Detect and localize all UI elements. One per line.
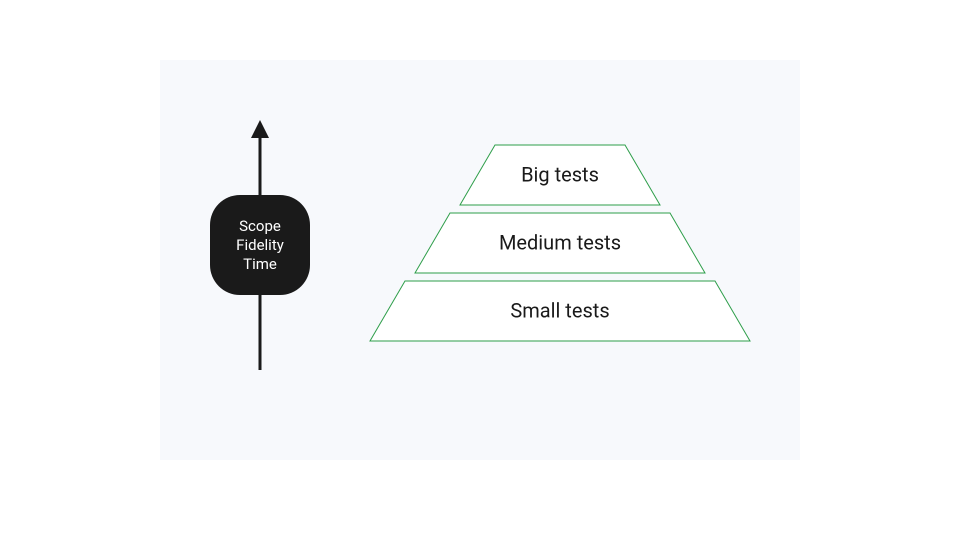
- scope-badge: Scope Fidelity Time: [210, 195, 310, 295]
- tier-label: Small tests: [510, 298, 609, 322]
- pyramid-tier-small: Small tests: [370, 281, 750, 341]
- badge-label-time: Time: [243, 255, 277, 273]
- badge-label-fidelity: Fidelity: [236, 236, 284, 254]
- pyramid-tier-medium: Medium tests: [415, 213, 705, 273]
- diagram-canvas: Scope Fidelity Time Big tests Medium tes…: [160, 60, 800, 460]
- diagram-svg: Scope Fidelity Time Big tests Medium tes…: [160, 60, 800, 460]
- tier-label: Big tests: [521, 162, 599, 186]
- pyramid-tier-big: Big tests: [460, 145, 660, 205]
- tier-label: Medium tests: [499, 230, 621, 254]
- badge-label-scope: Scope: [239, 217, 281, 235]
